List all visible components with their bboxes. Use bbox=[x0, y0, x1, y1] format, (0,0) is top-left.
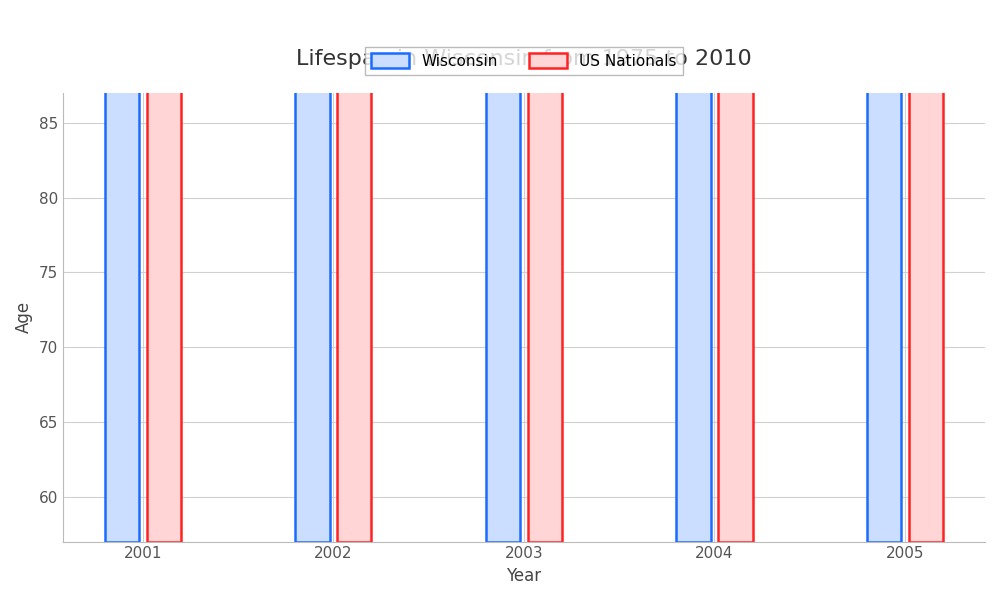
Bar bbox=[147, 0, 181, 542]
Bar bbox=[909, 0, 943, 542]
X-axis label: Year: Year bbox=[506, 567, 541, 585]
Bar bbox=[867, 0, 901, 542]
Bar bbox=[486, 0, 520, 542]
Bar bbox=[105, 0, 139, 542]
Bar bbox=[718, 0, 753, 542]
Bar bbox=[337, 0, 371, 542]
Y-axis label: Age: Age bbox=[15, 301, 33, 333]
Bar bbox=[295, 0, 330, 542]
Bar bbox=[528, 0, 562, 542]
Title: Lifespan in Wisconsin from 1975 to 2010: Lifespan in Wisconsin from 1975 to 2010 bbox=[296, 49, 752, 69]
Bar bbox=[676, 0, 711, 542]
Legend: Wisconsin, US Nationals: Wisconsin, US Nationals bbox=[365, 47, 683, 75]
